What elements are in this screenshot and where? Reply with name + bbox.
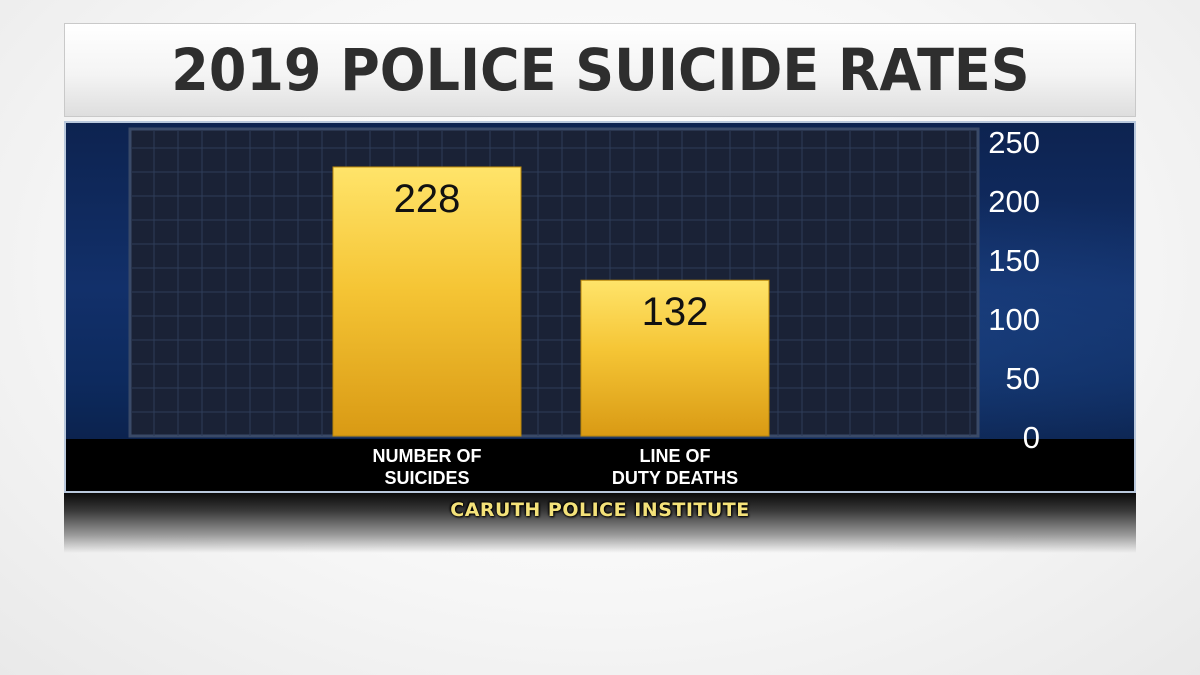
x-category-label: DUTY DEATHS [612,468,738,488]
bar [580,279,770,437]
y-axis: 0 50 100 150 200 250 [988,125,1040,455]
x-category-label: NUMBER OF [373,446,482,466]
plot-area [128,127,980,438]
x-category-label: SUICIDES [384,468,469,488]
y-tick-label: 150 [988,243,1040,278]
bar [332,166,522,437]
bar-value-label: 132 [642,290,709,334]
bars: 228 132 [332,166,770,437]
y-tick-label: 50 [1006,361,1040,396]
y-tick-label: 250 [988,125,1040,160]
y-tick-label: 200 [988,184,1040,219]
source-credit: CARUTH POLICE INSTITUTE [450,499,750,521]
x-category-label: LINE OF [640,446,711,466]
chart-title: 2019 POLICE SUICIDE RATES [170,36,1030,104]
bar-value-label: 228 [394,177,461,221]
source-band: CARUTH POLICE INSTITUTE [64,493,1136,553]
title-bar: 2019 POLICE SUICIDE RATES [64,23,1136,117]
y-tick-label: 100 [988,302,1040,337]
y-tick-label: 0 [1023,420,1040,455]
category-label-bar [66,439,1134,491]
